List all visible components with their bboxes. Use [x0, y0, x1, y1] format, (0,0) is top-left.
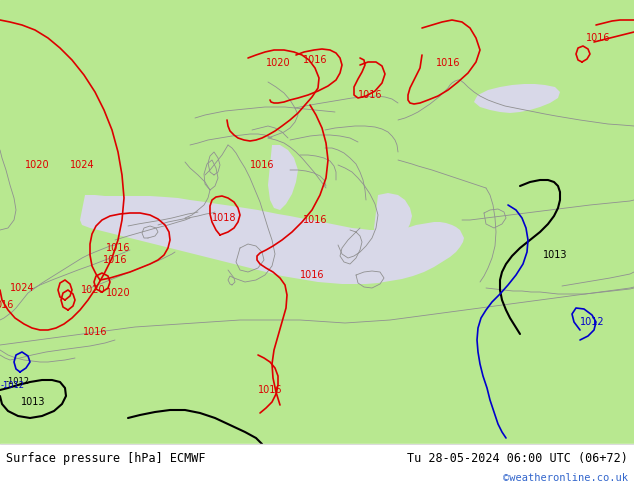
Text: 1016: 1016 — [300, 270, 324, 280]
Text: 1016: 1016 — [103, 255, 127, 265]
Polygon shape — [268, 145, 298, 210]
Text: 1024: 1024 — [70, 160, 94, 170]
Polygon shape — [80, 195, 464, 284]
Text: 1013: 1013 — [193, 453, 217, 463]
Text: 1020: 1020 — [25, 160, 49, 170]
Text: 016: 016 — [0, 300, 14, 310]
Text: -1012: -1012 — [6, 377, 30, 387]
Text: ©weatheronline.co.uk: ©weatheronline.co.uk — [503, 473, 628, 483]
Bar — [0, 444, 634, 490]
Text: 1016: 1016 — [106, 243, 130, 253]
Text: 1016: 1016 — [586, 33, 611, 43]
Text: 1016: 1016 — [303, 215, 327, 225]
Text: 1016: 1016 — [303, 55, 327, 65]
Text: Surface pressure [hPa] ECMWF: Surface pressure [hPa] ECMWF — [6, 451, 205, 465]
Text: 1016: 1016 — [436, 58, 460, 68]
Text: 1016: 1016 — [250, 160, 275, 170]
Text: 1016: 1016 — [258, 385, 282, 395]
Text: 1013: 1013 — [21, 397, 45, 407]
Text: 1013: 1013 — [543, 250, 567, 260]
Text: 1020: 1020 — [81, 285, 105, 295]
Text: 1016: 1016 — [358, 90, 382, 100]
Text: 1024: 1024 — [10, 283, 34, 293]
Text: -1012: -1012 — [1, 381, 25, 390]
Text: 1012: 1012 — [579, 317, 604, 327]
Polygon shape — [374, 193, 412, 244]
Text: 1016: 1016 — [83, 327, 107, 337]
Text: 1020: 1020 — [266, 58, 290, 68]
Polygon shape — [474, 84, 560, 113]
Text: 1018: 1018 — [212, 213, 236, 223]
Text: Tu 28-05-2024 06:00 UTC (06+72): Tu 28-05-2024 06:00 UTC (06+72) — [407, 451, 628, 465]
Text: 1020: 1020 — [106, 288, 131, 298]
